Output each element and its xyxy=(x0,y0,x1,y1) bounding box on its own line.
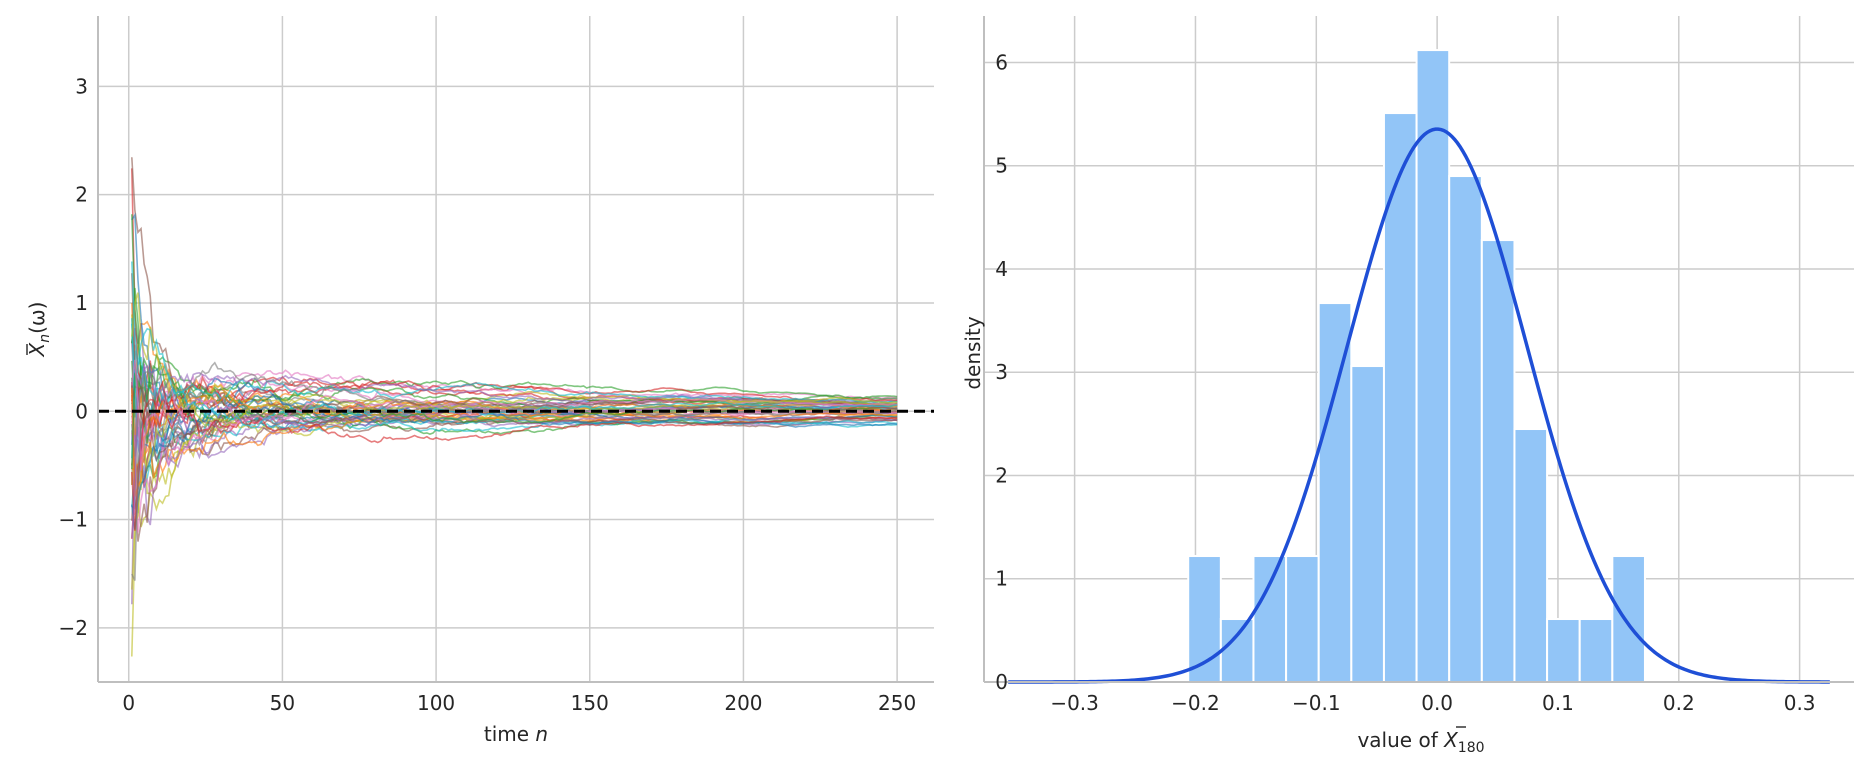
right-x-tick-label: 0.1 xyxy=(1542,691,1574,715)
right-x-tick-labels: −0.3 −0.2 −0.1 0.0 0.1 0.2 0.3 xyxy=(1050,691,1815,715)
histogram-bars xyxy=(1187,49,1646,684)
left-x-axis-label-var: n xyxy=(535,722,548,746)
left-x-tick-label: 200 xyxy=(724,691,762,715)
left-y-axis-label-arg: (ω) xyxy=(25,302,49,334)
histogram-bar xyxy=(1317,302,1353,683)
histogram-chart: −0.3 −0.2 −0.1 0.0 0.1 0.2 0.3 0 1 2 3 4 5 6 value o… xyxy=(961,16,1854,756)
sample-path xyxy=(131,363,898,460)
svg-text:value of X180: value of X180 xyxy=(1357,728,1484,756)
sample-path xyxy=(131,380,898,531)
left-y-tick-label: 3 xyxy=(75,74,88,98)
right-x-tick-label: −0.2 xyxy=(1171,691,1220,715)
right-y-tick-label: 4 xyxy=(995,257,1008,281)
right-x-tick-label: −0.3 xyxy=(1050,691,1099,715)
svg-text:Xn(ω): Xn(ω) xyxy=(25,302,53,358)
histogram-bar xyxy=(1611,555,1646,683)
right-y-tick-label: 3 xyxy=(995,360,1008,384)
sample-path xyxy=(131,393,898,530)
histogram-bar xyxy=(1252,555,1288,683)
sample-path xyxy=(131,408,898,479)
left-x-tick-labels: 0 50 100 150 200 250 xyxy=(122,691,916,715)
normal-density-curve xyxy=(1008,127,1830,684)
left-x-tick-label: 0 xyxy=(122,691,135,715)
left-x-axis-label-text: time xyxy=(484,722,536,746)
right-y-tick-label: 1 xyxy=(995,567,1008,591)
left-x-tick-label: 100 xyxy=(417,691,455,715)
sample-path xyxy=(131,360,898,470)
right-y-tick-label: 2 xyxy=(995,463,1008,487)
right-x-axis-label-base: X xyxy=(1443,728,1459,752)
right-x-axis-label-sub: 180 xyxy=(1458,740,1485,756)
sample-paths xyxy=(131,157,898,657)
left-spines xyxy=(97,16,934,683)
right-x-axis-label-prefix: value of xyxy=(1357,728,1444,752)
histogram-bar xyxy=(1480,239,1516,683)
right-y-tick-label: 6 xyxy=(995,50,1008,74)
sample-path xyxy=(131,214,898,444)
left-y-tick-label: 2 xyxy=(75,183,88,207)
histogram-bar xyxy=(1578,618,1614,684)
histogram-bar xyxy=(1415,49,1451,684)
histogram-bar xyxy=(1350,365,1385,683)
sample-path xyxy=(131,361,898,581)
histogram-bar xyxy=(1513,428,1549,683)
right-x-tick-label: 0.3 xyxy=(1784,691,1816,715)
right-y-tick-label: 0 xyxy=(995,670,1008,694)
left-y-tick-label: 1 xyxy=(75,291,88,315)
left-x-tick-label: 150 xyxy=(571,691,609,715)
left-y-tick-labels: −2 −1 0 1 2 3 xyxy=(59,74,88,639)
histogram-bar xyxy=(1382,112,1418,683)
left-y-tick-label: 0 xyxy=(75,399,88,423)
sample-path xyxy=(131,375,898,429)
right-x-tick-label: 0.2 xyxy=(1663,691,1695,715)
left-grid xyxy=(98,16,934,682)
sample-path xyxy=(131,292,898,428)
right-y-tick-labels: 0 1 2 3 4 5 6 xyxy=(995,50,1008,694)
left-y-tick-label: −1 xyxy=(59,508,88,532)
right-y-axis-label: density xyxy=(961,316,985,389)
sample-path xyxy=(131,364,898,539)
right-y-tick-label: 5 xyxy=(995,154,1008,178)
sample-path xyxy=(131,318,898,414)
left-x-tick-label: 50 xyxy=(270,691,295,715)
left-y-axis-label: Xn(ω) xyxy=(25,302,53,358)
left-x-tick-label: 250 xyxy=(878,691,916,715)
left-y-axis-label-sub: n xyxy=(37,334,53,343)
histogram-bar xyxy=(1219,618,1255,684)
right-x-axis-label: value of X180 xyxy=(1357,726,1485,756)
left-x-axis-label: time n xyxy=(484,722,548,746)
right-x-tick-label: −0.1 xyxy=(1292,691,1341,715)
histogram-bar xyxy=(1448,175,1483,683)
right-spines xyxy=(983,16,1854,683)
left-y-tick-label: −2 xyxy=(59,616,88,640)
histogram-bar xyxy=(1546,618,1581,684)
right-x-tick-label: 0.0 xyxy=(1421,691,1453,715)
left-y-axis-label-base: X xyxy=(25,341,49,357)
histogram-bar xyxy=(1285,555,1320,683)
